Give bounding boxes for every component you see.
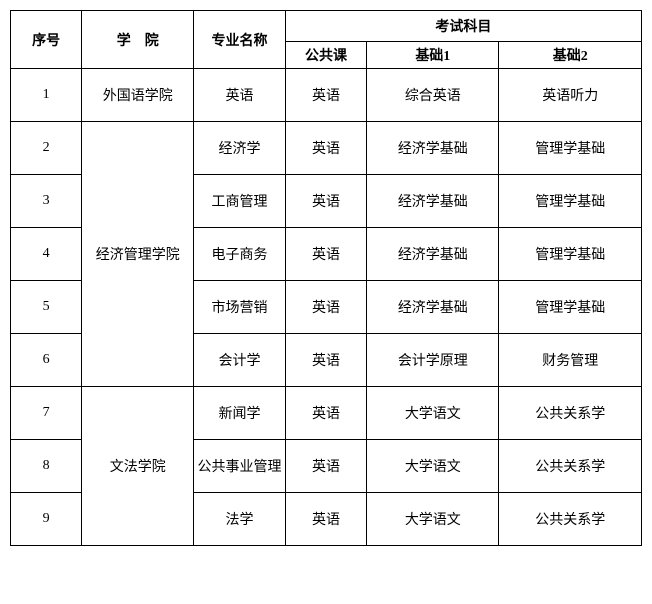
cell-b2: 英语听力 xyxy=(499,69,642,122)
cell-b2: 公共关系学 xyxy=(499,387,642,440)
cell-college: 外国语学院 xyxy=(82,69,194,122)
cell-b1: 经济学基础 xyxy=(367,281,499,334)
header-basic2: 基础2 xyxy=(499,42,642,69)
cell-b2: 管理学基础 xyxy=(499,228,642,281)
cell-b1: 大学语文 xyxy=(367,493,499,546)
cell-pub: 英语 xyxy=(285,334,366,387)
cell-b2: 管理学基础 xyxy=(499,122,642,175)
table-row: 7 文法学院 新闻学 英语 大学语文 公共关系学 xyxy=(11,387,642,440)
cell-b1: 综合英语 xyxy=(367,69,499,122)
cell-major: 英语 xyxy=(194,69,286,122)
cell-seq: 2 xyxy=(11,122,82,175)
cell-pub: 英语 xyxy=(285,175,366,228)
cell-college: 文法学院 xyxy=(82,387,194,546)
cell-pub: 英语 xyxy=(285,228,366,281)
cell-major: 工商管理 xyxy=(194,175,286,228)
header-major: 专业名称 xyxy=(194,11,286,69)
cell-pub: 英语 xyxy=(285,493,366,546)
cell-major: 经济学 xyxy=(194,122,286,175)
header-college: 学 院 xyxy=(82,11,194,69)
cell-pub: 英语 xyxy=(285,440,366,493)
exam-subjects-table: 序号 学 院 专业名称 考试科目 公共课 基础1 基础2 1 外国语学院 英语 … xyxy=(10,10,642,546)
cell-seq: 7 xyxy=(11,387,82,440)
cell-seq: 5 xyxy=(11,281,82,334)
cell-b1: 经济学基础 xyxy=(367,122,499,175)
cell-college: 经济管理学院 xyxy=(82,122,194,387)
table-header: 序号 学 院 专业名称 考试科目 公共课 基础1 基础2 xyxy=(11,11,642,69)
cell-seq: 6 xyxy=(11,334,82,387)
cell-pub: 英语 xyxy=(285,281,366,334)
cell-seq: 3 xyxy=(11,175,82,228)
cell-b1: 经济学基础 xyxy=(367,175,499,228)
table-row: 2 经济管理学院 经济学 英语 经济学基础 管理学基础 xyxy=(11,122,642,175)
header-basic1: 基础1 xyxy=(367,42,499,69)
cell-pub: 英语 xyxy=(285,122,366,175)
cell-b1: 会计学原理 xyxy=(367,334,499,387)
cell-major: 新闻学 xyxy=(194,387,286,440)
cell-seq: 8 xyxy=(11,440,82,493)
cell-major: 法学 xyxy=(194,493,286,546)
header-seq: 序号 xyxy=(11,11,82,69)
cell-b2: 公共关系学 xyxy=(499,440,642,493)
cell-major: 市场营销 xyxy=(194,281,286,334)
table-row: 1 外国语学院 英语 英语 综合英语 英语听力 xyxy=(11,69,642,122)
cell-seq: 1 xyxy=(11,69,82,122)
header-exam-group: 考试科目 xyxy=(285,11,641,42)
cell-b2: 管理学基础 xyxy=(499,281,642,334)
cell-major: 会计学 xyxy=(194,334,286,387)
cell-b2: 管理学基础 xyxy=(499,175,642,228)
table-body: 1 外国语学院 英语 英语 综合英语 英语听力 2 经济管理学院 经济学 英语 … xyxy=(11,69,642,546)
cell-pub: 英语 xyxy=(285,69,366,122)
cell-pub: 英语 xyxy=(285,387,366,440)
cell-seq: 4 xyxy=(11,228,82,281)
cell-b2: 财务管理 xyxy=(499,334,642,387)
cell-b1: 大学语文 xyxy=(367,440,499,493)
cell-b1: 大学语文 xyxy=(367,387,499,440)
cell-seq: 9 xyxy=(11,493,82,546)
cell-major: 公共事业管理 xyxy=(194,440,286,493)
cell-b1: 经济学基础 xyxy=(367,228,499,281)
cell-major: 电子商务 xyxy=(194,228,286,281)
header-public-course: 公共课 xyxy=(285,42,366,69)
cell-b2: 公共关系学 xyxy=(499,493,642,546)
